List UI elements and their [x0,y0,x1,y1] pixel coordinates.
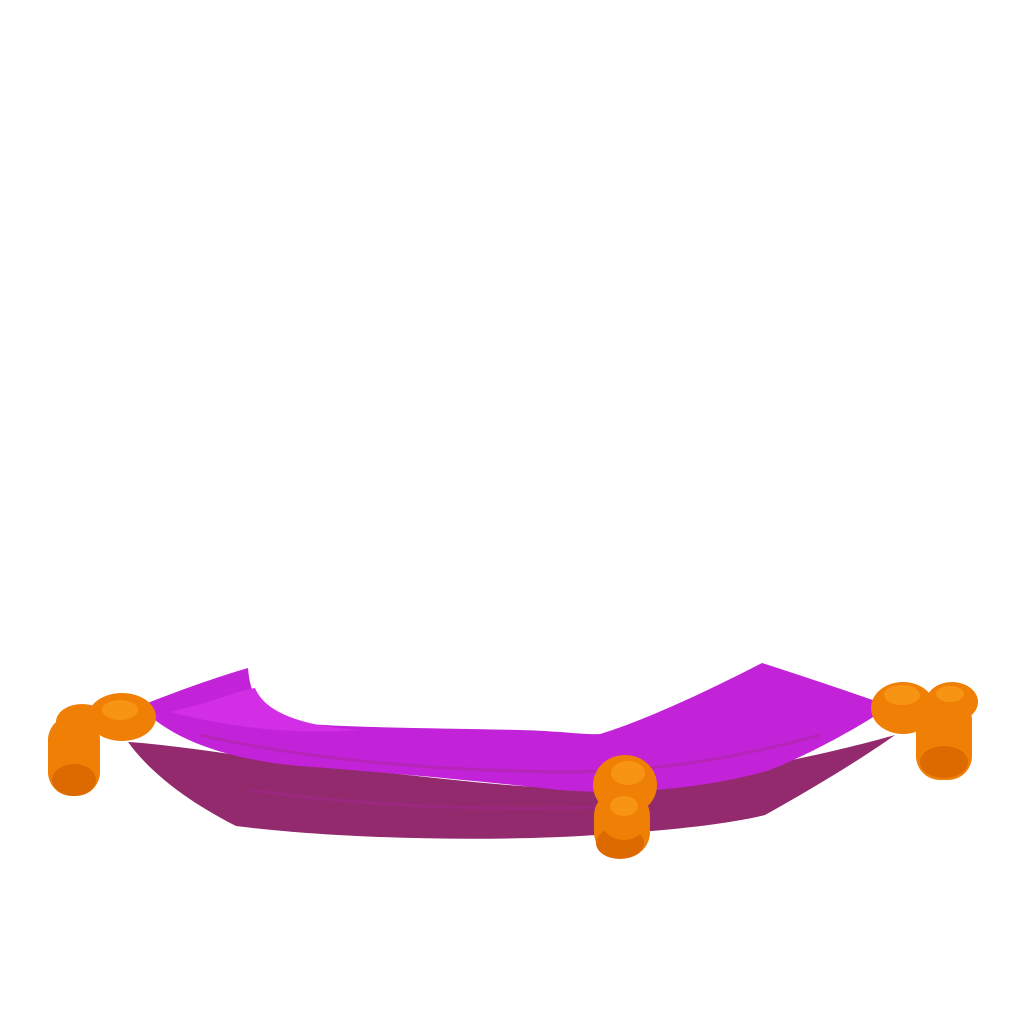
carpet-crease [199,733,821,774]
tassel-right [871,682,978,780]
carpet-sheen [170,688,360,732]
carpet-crease [249,788,621,810]
tassel-front [593,755,657,859]
magic-carpet [48,663,978,859]
tassel-left [48,693,156,796]
carpet-side [128,735,895,839]
carpet-top [140,663,890,792]
